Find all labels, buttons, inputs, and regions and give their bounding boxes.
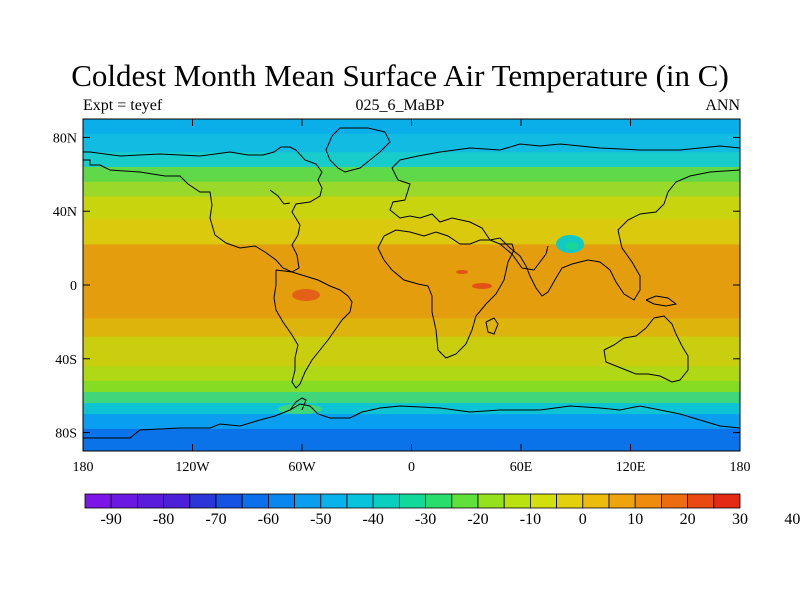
experiment-label: Expt = teyef <box>83 97 163 114</box>
temperature-band-6 <box>83 218 740 245</box>
x-tick-label: 60W <box>288 460 316 475</box>
colorbar-label: 10 <box>627 511 643 528</box>
colorbar-label: -50 <box>310 511 331 528</box>
x-tick-label: 120W <box>175 460 210 475</box>
greenland-coast <box>325 127 391 173</box>
colorbar <box>84 493 741 509</box>
temperature-band-15 <box>83 428 740 451</box>
colorbar-label: -80 <box>153 511 174 528</box>
temperature-band-1 <box>83 133 740 153</box>
colorbar-swatch <box>372 493 400 509</box>
temperature-band-13 <box>83 403 740 415</box>
antarctica-coast <box>83 403 740 439</box>
temperature-band-10 <box>83 366 740 382</box>
colorbar-label: -90 <box>101 511 122 528</box>
x-tick-label: 120E <box>616 460 646 475</box>
colorbar-label: -20 <box>467 511 488 528</box>
colorbar-swatch <box>189 493 217 509</box>
europe-coast <box>389 167 740 301</box>
colorbar-swatch <box>84 493 112 509</box>
eurasia-north-coast <box>391 143 740 169</box>
y-tick-label: 40S <box>55 353 77 368</box>
sahara-hot-patch <box>456 270 468 274</box>
colorbar-swatch <box>556 493 584 509</box>
colorbar-label: -40 <box>363 511 384 528</box>
africa-hot-patch <box>472 283 492 289</box>
x-tick-label: 60E <box>510 460 533 475</box>
axis-ticks <box>82 119 741 451</box>
temperature-band-3 <box>83 166 740 183</box>
latitude-labels: 80N 40N 0 40S 80S <box>53 131 77 441</box>
warm-cold-anomalies <box>278 235 584 414</box>
y-tick-label: 40N <box>53 205 77 220</box>
australia-coast <box>603 315 689 383</box>
x-tick-label: 180 <box>730 460 751 475</box>
north-america-coast <box>83 146 323 273</box>
season-label: ANN <box>705 97 740 114</box>
colorbar-swatch <box>530 493 558 509</box>
colorbar-swatch <box>687 493 715 509</box>
temperature-band-0 <box>83 119 740 135</box>
colorbar-label: 20 <box>680 511 696 528</box>
temperature-band-14 <box>83 414 740 430</box>
colorbar-swatch <box>346 493 374 509</box>
x-tick-label: 0 <box>408 460 415 475</box>
temperature-band-12 <box>83 391 740 404</box>
antarctic-peninsula <box>289 397 307 411</box>
temperature-band-7 <box>83 244 740 319</box>
temperature-band-5 <box>83 196 740 220</box>
colorbar-swatch <box>136 493 164 509</box>
temperature-band-11 <box>83 380 740 393</box>
colorbar-swatch <box>582 493 610 509</box>
africa-coast <box>377 239 515 359</box>
new-guinea <box>645 295 678 307</box>
colorbar-swatch <box>163 493 191 509</box>
colorbar-label: 40 <box>784 511 800 528</box>
colorbar-swatch <box>425 493 453 509</box>
longitude-labels: 180 120W 60W 0 60E 120E 180 <box>73 460 751 475</box>
colorbar-swatch <box>294 493 322 509</box>
colorbar-label: -10 <box>520 511 541 528</box>
arabia-coast <box>499 243 549 271</box>
south-america-coast <box>273 269 353 389</box>
temperature-field <box>83 119 740 451</box>
tibet-cold-core <box>566 242 578 250</box>
colorbar-label: -30 <box>415 511 436 528</box>
iberia-mediterranean <box>377 229 490 249</box>
y-tick-label: 0 <box>70 279 77 294</box>
colorbar-label: 30 <box>732 511 748 528</box>
colorbar-swatch <box>661 493 689 509</box>
continent-outlines <box>83 127 740 439</box>
temperature-band-9 <box>83 336 740 367</box>
colorbar-swatch <box>451 493 479 509</box>
colorbar-label: -70 <box>205 511 226 528</box>
colorbar-swatch <box>398 493 426 509</box>
colorbar-swatch <box>215 493 243 509</box>
colorbar-swatch <box>267 493 295 509</box>
x-tick-label: 180 <box>73 460 94 475</box>
madagascar <box>485 317 499 335</box>
y-tick-label: 80S <box>55 427 77 442</box>
temperature-band-2 <box>83 152 740 168</box>
colorbar-swatch <box>320 493 348 509</box>
colorbar-label: 0 <box>579 511 587 528</box>
time-label: 025_6_MaBP <box>355 97 445 114</box>
hudson-bay <box>269 189 291 205</box>
colorbar-swatch <box>608 493 636 509</box>
andes-cold-patch <box>292 289 320 301</box>
y-tick-label: 80N <box>53 131 77 146</box>
temperature-band-8 <box>83 318 740 338</box>
colorbar-swatch <box>110 493 138 509</box>
map-title: Coldest Month Mean Surface Air Temperatu… <box>71 58 729 93</box>
colorbar-swatch <box>503 493 531 509</box>
colorbar-swatch <box>713 493 741 509</box>
colorbar-labels: -90-80-70-60-50-40-30-20-1001020304050 <box>101 511 800 528</box>
colorbar-label: -60 <box>258 511 279 528</box>
colorbar-swatch <box>241 493 269 509</box>
colorbar-swatch <box>634 493 662 509</box>
colorbar-swatch <box>477 493 505 509</box>
temperature-band-4 <box>83 181 740 197</box>
